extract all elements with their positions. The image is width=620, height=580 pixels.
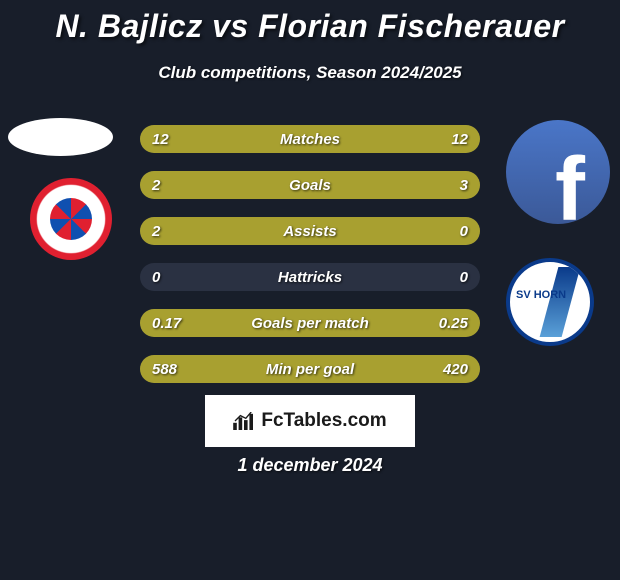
stat-row: 0Hattricks0 [140,263,480,291]
stat-value-right: 0.25 [439,309,468,337]
club-right-label: SV HORN [516,290,566,301]
subtitle: Club competitions, Season 2024/2025 [0,63,620,83]
page-title: N. Bajlicz vs Florian Fischerauer [0,0,620,45]
comparison-chart: 12Matches122Goals32Assists00Hattricks00.… [140,125,480,401]
club-left-inner-icon [50,198,92,240]
stat-label: Assists [140,217,480,245]
club-right-badge: SV HORN [506,258,594,346]
fctables-badge[interactable]: FcTables.com [205,395,415,447]
stat-label: Matches [140,125,480,153]
player-right-avatar: f [506,120,610,224]
stat-row: 0.17Goals per match0.25 [140,309,480,337]
stat-label: Min per goal [140,355,480,383]
stat-value-right: 3 [460,171,468,199]
stat-row: 588Min per goal420 [140,355,480,383]
fctables-icon [233,412,255,430]
stat-label: Hattricks [140,263,480,291]
stat-value-right: 420 [443,355,468,383]
stat-row: 2Goals3 [140,171,480,199]
stat-label: Goals per match [140,309,480,337]
stat-value-right: 12 [451,125,468,153]
player-left-avatar [8,118,113,156]
club-left-badge [30,178,112,260]
footer-date: 1 december 2024 [0,455,620,476]
facebook-icon: f [555,157,585,225]
stat-value-right: 0 [460,263,468,291]
stat-row: 2Assists0 [140,217,480,245]
club-right-stripe-icon [540,267,581,337]
stat-row: 12Matches12 [140,125,480,153]
stat-label: Goals [140,171,480,199]
fctables-label: FcTables.com [261,410,386,432]
stat-value-right: 0 [460,217,468,245]
